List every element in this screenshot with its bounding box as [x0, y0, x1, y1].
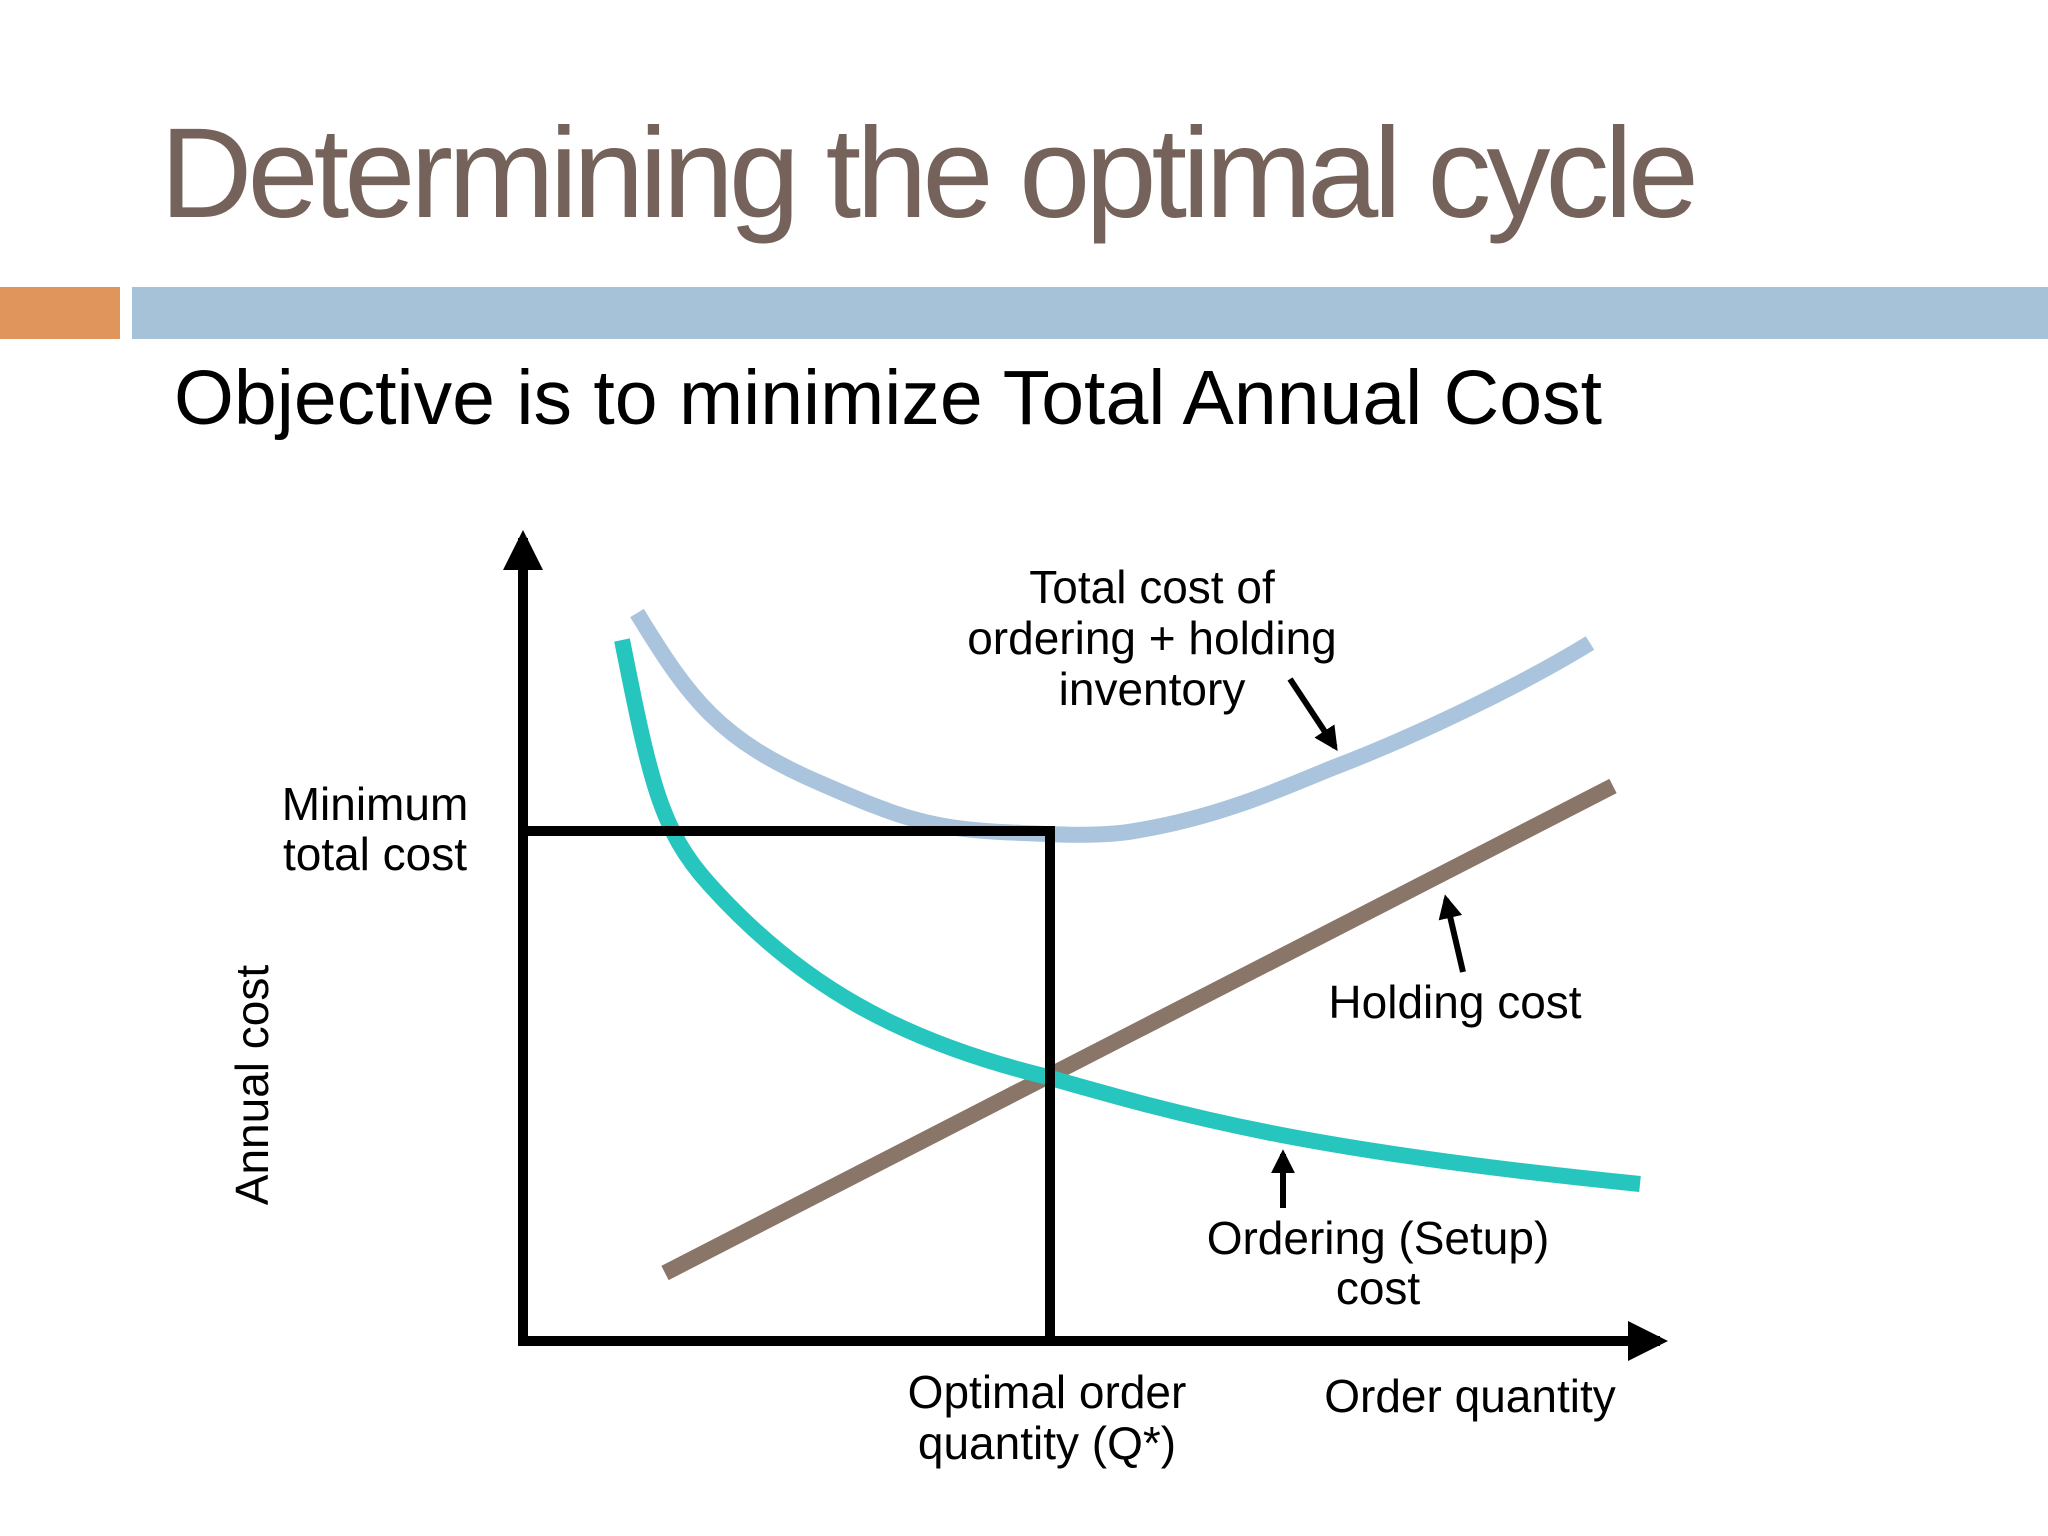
x-axis-label: Order quantity — [1324, 1370, 1615, 1422]
holding-cost-pointer-arrow — [1438, 894, 1466, 973]
accent-bar-blue — [132, 287, 2048, 339]
min-total-cost-label-line2: total cost — [283, 828, 467, 880]
y-axis-label: Annual cost — [226, 965, 278, 1206]
slide-title: Determining the optimal cycle — [160, 102, 1699, 245]
accent-bar-orange — [0, 287, 120, 339]
min-total-cost-label-line1: Minimum — [282, 778, 469, 830]
slide-subtitle: Objective is to minimize Total Annual Co… — [174, 355, 1602, 441]
ordering-cost-label-line2: cost — [1336, 1262, 1421, 1314]
total-cost-label-line3: inventory — [1059, 663, 1246, 715]
holding-cost-line — [661, 778, 1617, 1281]
total-cost-label-line1: Total cost of — [1029, 561, 1275, 613]
ordering-cost-label-line1: Ordering (Setup) — [1207, 1212, 1550, 1264]
holding-cost-label: Holding cost — [1328, 976, 1581, 1028]
minimum-total-cost-line — [523, 826, 1055, 1341]
ordering-cost-curve — [614, 638, 1641, 1192]
total-cost-pointer-arrow — [1287, 677, 1338, 752]
optimal-q-label-line2: quantity (Q*) — [918, 1417, 1176, 1469]
total-cost-label-line2: ordering + holding — [967, 612, 1337, 664]
total-cost-curve — [630, 608, 1595, 843]
optimal-q-label-line1: Optimal order — [908, 1366, 1187, 1418]
